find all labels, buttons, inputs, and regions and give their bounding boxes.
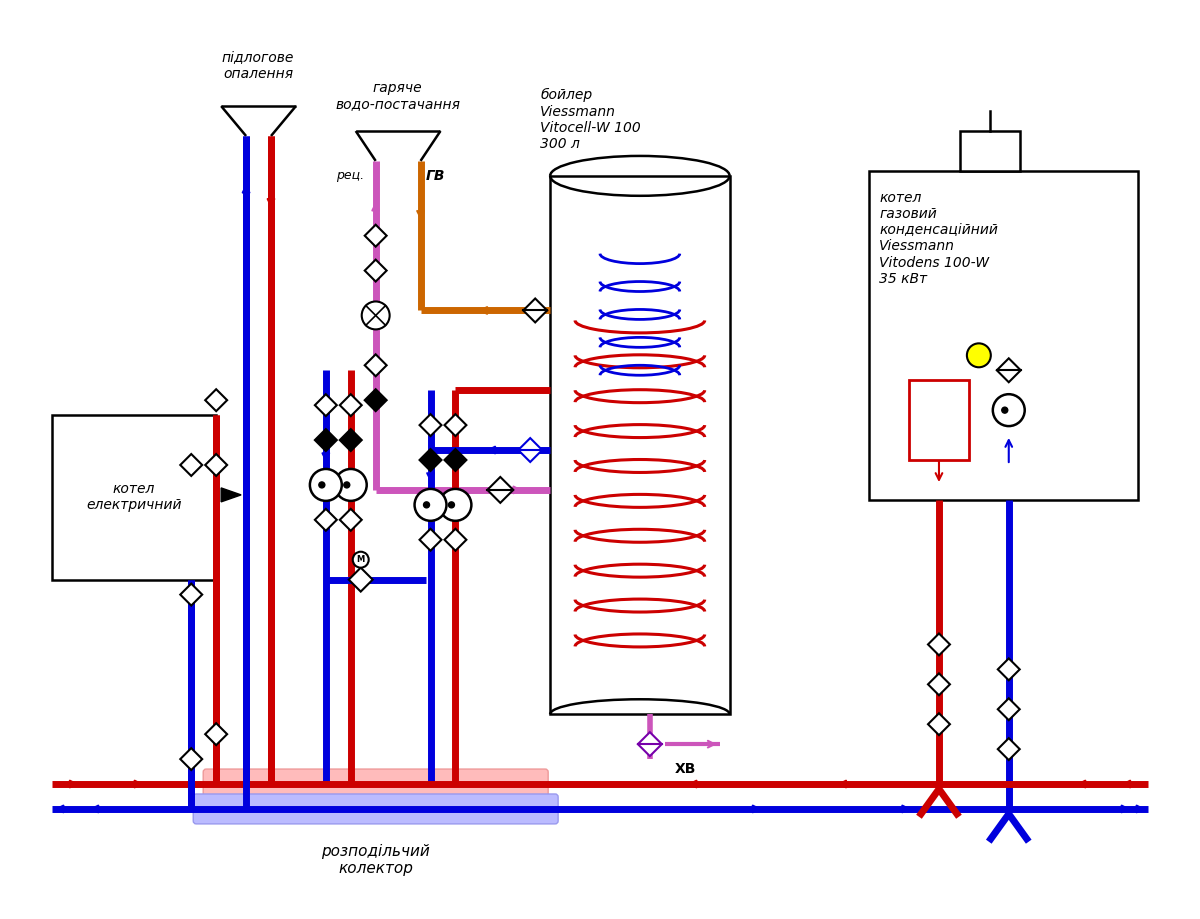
Text: ХВ: ХВ	[674, 762, 696, 776]
Circle shape	[361, 301, 390, 329]
Circle shape	[414, 489, 446, 521]
Text: рец.: рец.	[336, 169, 364, 182]
Text: бойлер
Viessmann
Vitocell-W 100
300 л: бойлер Viessmann Vitocell-W 100 300 л	[540, 88, 641, 151]
Polygon shape	[349, 568, 373, 592]
Circle shape	[319, 482, 325, 488]
Polygon shape	[420, 528, 442, 550]
FancyBboxPatch shape	[960, 131, 1020, 171]
Circle shape	[992, 394, 1025, 426]
FancyBboxPatch shape	[550, 176, 730, 714]
Polygon shape	[365, 259, 386, 281]
Polygon shape	[997, 658, 1020, 680]
Polygon shape	[205, 390, 227, 411]
Polygon shape	[928, 713, 950, 735]
Circle shape	[335, 469, 367, 501]
Polygon shape	[314, 394, 337, 416]
Polygon shape	[180, 584, 203, 606]
Polygon shape	[205, 454, 227, 476]
Polygon shape	[365, 355, 386, 376]
Polygon shape	[997, 738, 1020, 760]
Polygon shape	[518, 438, 542, 462]
Circle shape	[1002, 407, 1008, 414]
Text: котел
електричний: котел електричний	[86, 482, 181, 513]
Polygon shape	[928, 633, 950, 655]
FancyBboxPatch shape	[193, 794, 558, 824]
Circle shape	[353, 551, 368, 568]
Circle shape	[310, 469, 342, 501]
Polygon shape	[444, 528, 467, 550]
Polygon shape	[205, 723, 227, 745]
Circle shape	[967, 344, 991, 368]
FancyBboxPatch shape	[203, 769, 548, 799]
Polygon shape	[314, 429, 337, 451]
FancyBboxPatch shape	[869, 171, 1139, 500]
Polygon shape	[340, 509, 361, 531]
Polygon shape	[314, 509, 337, 531]
Text: підлогове
опалення: підлогове опалення	[222, 51, 294, 82]
Polygon shape	[221, 488, 241, 502]
Polygon shape	[638, 732, 662, 756]
Circle shape	[424, 502, 430, 508]
Text: гаряче
водо-постачання: гаряче водо-постачання	[335, 81, 460, 111]
Polygon shape	[523, 299, 547, 323]
Polygon shape	[444, 449, 467, 471]
Polygon shape	[997, 698, 1020, 720]
Polygon shape	[420, 449, 442, 471]
Polygon shape	[180, 454, 203, 476]
Text: котел
газовий
конденсаційний
Viessmann
Vitodens 100-W
35 кВт: котел газовий конденсаційний Viessmann V…	[880, 191, 998, 286]
Polygon shape	[444, 414, 467, 437]
Polygon shape	[365, 225, 386, 246]
Polygon shape	[928, 674, 950, 696]
FancyBboxPatch shape	[52, 415, 216, 580]
Circle shape	[449, 502, 455, 508]
Polygon shape	[180, 748, 203, 770]
Circle shape	[439, 489, 472, 521]
Polygon shape	[340, 394, 361, 416]
Polygon shape	[365, 390, 386, 411]
Circle shape	[343, 482, 349, 488]
Polygon shape	[997, 358, 1021, 382]
Polygon shape	[487, 477, 514, 503]
Polygon shape	[420, 414, 442, 437]
Text: розподільчий
колектор: розподільчий колектор	[322, 844, 430, 876]
Polygon shape	[340, 429, 361, 451]
Text: ГВ: ГВ	[426, 169, 445, 183]
FancyBboxPatch shape	[910, 380, 968, 460]
Text: M: M	[356, 555, 365, 564]
